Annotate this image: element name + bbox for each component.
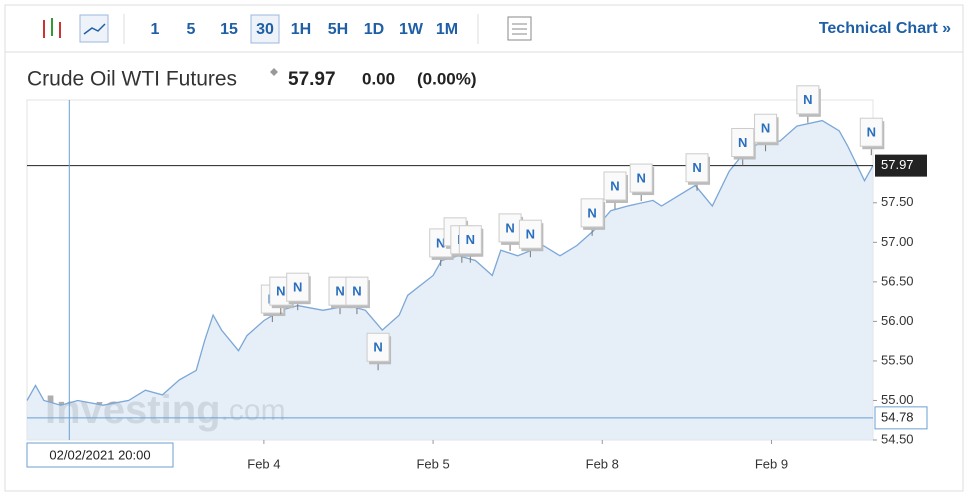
- interval-button[interactable]: 1: [151, 21, 160, 38]
- flag-box: [629, 163, 653, 193]
- flag-box: [859, 117, 883, 147]
- flag-box: [458, 225, 482, 255]
- flag-box: [518, 219, 542, 249]
- interval-button[interactable]: 1M: [436, 21, 458, 38]
- flag-label: N: [466, 232, 475, 247]
- flag-box: [685, 153, 709, 183]
- y-tick-label: 56.50: [881, 273, 914, 288]
- news-flag[interactable]: N: [345, 276, 370, 315]
- flag-label: N: [526, 227, 535, 242]
- area: [27, 120, 873, 440]
- flag-label: N: [352, 284, 361, 299]
- news-flag[interactable]: N: [580, 198, 606, 236]
- change-pct: (0.00%): [417, 69, 477, 88]
- y-tick-label: 55.50: [881, 352, 914, 367]
- crosshair-x-label: 02/02/2021 20:00: [49, 447, 150, 462]
- x-tick-label: Feb 9: [755, 456, 788, 471]
- crosshair-y-label: 54.78: [881, 409, 914, 424]
- candle-icon[interactable]: [43, 18, 61, 38]
- flag-box: [345, 276, 369, 306]
- flag-label: N: [587, 205, 596, 220]
- flag-box: [286, 272, 310, 302]
- flag-label: N: [276, 284, 285, 299]
- interval-button[interactable]: 1D: [364, 21, 384, 38]
- interval-button[interactable]: 5H: [328, 21, 348, 38]
- flag-label: N: [867, 125, 876, 140]
- news-flag[interactable]: N: [286, 272, 311, 311]
- flag-label: N: [803, 92, 812, 107]
- flag-icon: [270, 68, 278, 76]
- interval-button[interactable]: 30: [256, 21, 274, 38]
- flag-label: N: [761, 121, 770, 136]
- y-tick-label: 55.00: [881, 392, 914, 407]
- last-price-box: [875, 154, 927, 177]
- interval-button[interactable]: 1H: [291, 21, 311, 38]
- flag-box: [796, 85, 820, 115]
- flag-box: [731, 127, 755, 157]
- x-tick-label: Feb 8: [586, 456, 619, 471]
- flag-box: [754, 113, 778, 143]
- crosshair-x-box: [26, 442, 174, 468]
- last-price-label: 57.97: [881, 157, 914, 172]
- x-tick-label: Feb 4: [247, 456, 280, 471]
- y-tick-label: 57.00: [881, 234, 914, 249]
- change: 0.00: [362, 69, 395, 88]
- instrument-title: Crude Oil WTI Futures: [27, 68, 237, 91]
- y-tick-label: 57.50: [881, 194, 914, 209]
- news-flag[interactable]: N: [518, 219, 544, 258]
- flag-box: [603, 171, 627, 201]
- y-tick-label: 54.50: [881, 431, 914, 446]
- calendar-icon[interactable]: [507, 16, 532, 41]
- flag-label: N: [637, 171, 646, 186]
- flag-label: N: [610, 178, 619, 193]
- news-flag[interactable]: N: [498, 213, 524, 251]
- news-flag[interactable]: N: [754, 113, 779, 152]
- interval-button[interactable]: 5: [187, 21, 196, 38]
- flag-box: [580, 198, 604, 228]
- flag-label: N: [436, 235, 445, 250]
- news-flag[interactable]: N: [731, 127, 756, 166]
- crosshair-y-box: [874, 406, 928, 430]
- news-flag[interactable]: N: [859, 117, 885, 156]
- flag-label: N: [335, 284, 344, 299]
- price: 57.97: [288, 69, 336, 90]
- news-flag[interactable]: N: [458, 225, 484, 263]
- flag-label: N: [373, 340, 382, 355]
- news-flag[interactable]: N: [629, 163, 655, 202]
- line-icon[interactable]: [79, 14, 109, 43]
- y-tick-label: 56.00: [881, 313, 914, 328]
- flag-label: N: [505, 220, 514, 235]
- news-flag[interactable]: N: [685, 153, 711, 191]
- news-flag[interactable]: N: [366, 332, 392, 371]
- active-interval: [250, 14, 280, 44]
- news-flag[interactable]: N: [603, 171, 628, 209]
- flag-box: [366, 332, 390, 362]
- interval-button[interactable]: 15: [220, 21, 238, 38]
- interval-button[interactable]: 1W: [399, 21, 424, 38]
- flag-label: N: [293, 280, 302, 295]
- technical-chart-link[interactable]: Technical Chart »: [819, 20, 951, 37]
- x-tick-label: Feb 5: [416, 456, 449, 471]
- flag-label: N: [738, 135, 747, 150]
- news-flag[interactable]: N: [796, 85, 821, 123]
- flag-label: N: [692, 160, 701, 175]
